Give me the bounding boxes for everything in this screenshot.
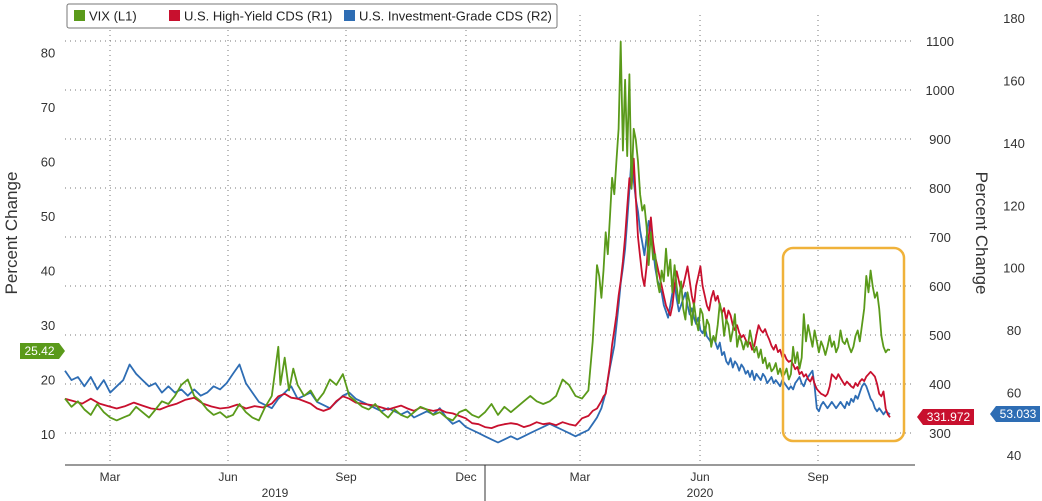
right1-tick-label: 800 [929,181,951,196]
last-value-flags: 25.42 331.972 53.033 [20,343,1040,425]
x-axis: Mar Jun Sep Dec Mar Jun Sep 2019 2020 [100,470,829,500]
investment-grade-last-value-flag-label: 53.033 [1000,407,1037,421]
right1-tick-label: 900 [929,132,951,147]
right2-tick-label: 60 [1007,386,1021,401]
legend-swatch [169,10,180,21]
x-tick-label: Dec [455,470,476,484]
vix-last-value-flag: 25.42 [20,343,65,359]
legend: VIX (L1) U.S. High-Yield CDS (R1) U.S. Inv… [66,3,558,29]
x-tick-label: Mar [100,470,121,484]
series-line-high-yield-cds [64,157,891,429]
left-tick-label: 70 [41,100,55,115]
right2-tick-label: 80 [1007,323,1021,338]
x-tick-label: Mar [570,470,591,484]
investment-grade-last-value-flag-shape [990,406,1040,422]
x-tick-label: Jun [218,470,237,484]
right2-tick-label: 100 [1003,261,1025,276]
left-tick-label: 80 [41,46,55,61]
right1-tick-label: 700 [929,230,951,245]
left-tick-label: 50 [41,209,55,224]
x-year-label: 2020 [687,486,714,500]
legend-box [66,3,558,29]
legend-swatch [344,10,355,21]
legend-label: VIX (L1) [89,9,137,24]
vix-last-value-flag-shape [20,343,65,359]
x-tick-label: Sep [807,470,829,484]
right1-tick-label: 600 [929,279,951,294]
left-axis-title: Percent Change [2,172,21,295]
high-yield-last-value-flag-label: 331.972 [927,410,971,424]
x-year-label: 2019 [262,486,289,500]
right2-tick-label: 140 [1003,136,1025,151]
right2-tick-label: 180 [1003,11,1025,26]
series-line-investment-grade-cds [64,157,891,444]
right1-tick-label: 400 [929,377,951,392]
investment-grade-last-value-flag: 53.033 [990,406,1040,422]
right1-tick-label: 1100 [926,34,954,49]
high-yield-last-value-flag: 331.972 [917,409,974,425]
right2-tick-label: 120 [1003,198,1025,213]
right2-tick-label: 160 [1003,73,1025,88]
left-tick-label: 30 [41,318,55,333]
vix-last-value-flag-label: 25.42 [24,344,54,358]
x-tick-label: Jun [690,470,709,484]
right-axis-title: Percent Change [972,172,991,295]
right1-tick-label: 500 [929,328,951,343]
left-tick-label: 20 [41,373,55,388]
right1-tick-label: 300 [929,426,951,441]
right2-tick-label: 40 [1007,448,1021,463]
left-tick-label: 60 [41,155,55,170]
left-axis: 10 20 30 40 50 60 70 80 [41,46,55,443]
highlight-box [781,246,906,443]
left-tick-label: 10 [41,427,55,442]
legend-swatch [74,10,85,21]
high-yield-last-value-flag-shape [917,409,974,425]
left-tick-label: 40 [41,264,55,279]
right-axis-1: 300 400 500 600 700 800 900 1000 1100 [926,34,955,441]
legend-label: U.S. Investment-Grade CDS (R2) [359,9,552,24]
x-tick-label: Sep [335,470,357,484]
right1-tick-label: 1000 [926,83,955,98]
series-line-vix [64,40,891,422]
right-axis-2: 40 60 80 100 120 140 160 180 [1003,11,1025,463]
legend-label: U.S. High-Yield CDS (R1) [184,9,332,24]
series-layer [64,40,891,444]
grid [65,15,915,501]
